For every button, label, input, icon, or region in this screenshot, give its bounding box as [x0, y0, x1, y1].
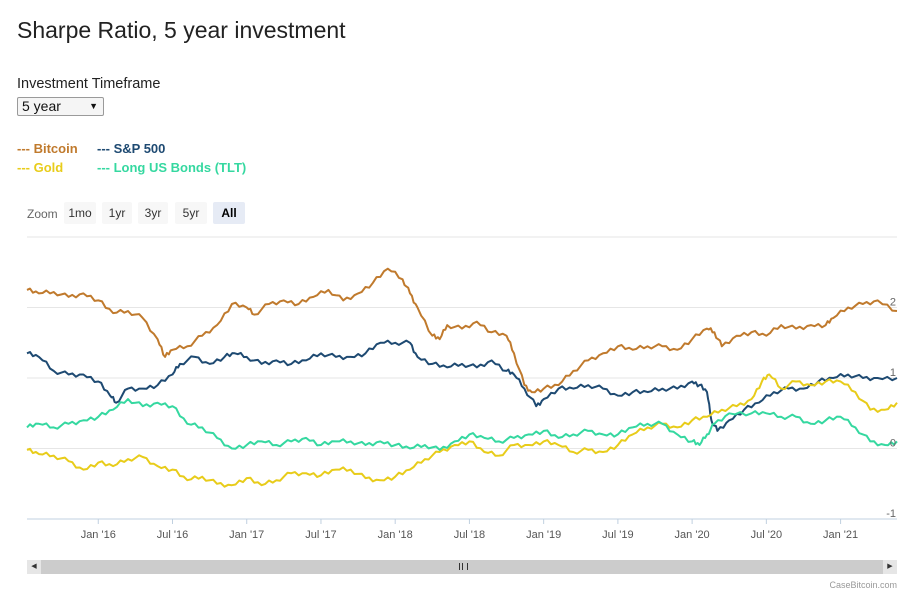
scroll-right-icon[interactable]: ▶ — [883, 560, 897, 574]
y-tick-label: 2 — [890, 297, 896, 309]
x-axis-ticks: Jan '16 Jul '16 Jan '17 Jul '17 Jan '18 Jul '… — [81, 519, 858, 541]
zoom-all-button[interactable]: All — [213, 202, 245, 224]
scrollbar-thumb[interactable] — [41, 560, 883, 574]
series-line-long-us-bonds-tlt- — [26, 398, 898, 451]
legend-gold: --- Gold — [17, 160, 64, 175]
zoom-3yr-button[interactable]: 3yr — [138, 202, 168, 224]
scroll-left-icon[interactable]: ◀ — [27, 560, 41, 574]
series-line-s-p-500 — [26, 339, 898, 432]
timeframe-label: Investment Timeframe — [17, 76, 161, 92]
zoom-5yr-button[interactable]: 5yr — [175, 202, 207, 224]
grid-lines — [27, 236, 897, 520]
x-tick-label: Jul '18 — [454, 529, 485, 541]
legend-sp500: --- S&P 500 — [97, 141, 166, 156]
x-tick-label: Jan '16 — [81, 529, 116, 541]
navigator-scrollbar[interactable]: ◀ ▶ — [27, 560, 897, 574]
zoom-1yr-button[interactable]: 1yr — [102, 202, 132, 224]
y-axis-ticks: -1 0 1 2 — [886, 297, 896, 521]
x-tick-label: Jan '17 — [229, 529, 264, 541]
dropdown-arrow-icon: ▼ — [89, 101, 98, 111]
x-tick-label: Jan '20 — [675, 529, 710, 541]
page-title: Sharpe Ratio, 5 year investment — [17, 17, 346, 43]
zoom-1mo-button[interactable]: 1mo — [64, 202, 96, 224]
x-tick-label: Jan '21 — [823, 529, 858, 541]
legend-bitcoin: --- Bitcoin — [17, 141, 78, 156]
x-tick-label: Jan '19 — [526, 529, 561, 541]
series-line-gold — [26, 373, 898, 488]
series-line-bitcoin — [26, 267, 898, 394]
x-tick-label: Jul '19 — [602, 529, 633, 541]
timeframe-select[interactable]: 5 year ▼ — [17, 97, 104, 116]
x-tick-label: Jul '20 — [751, 529, 782, 541]
y-tick-label: 1 — [890, 367, 896, 379]
y-tick-label: 0 — [890, 438, 896, 450]
series-lines — [26, 267, 898, 488]
x-tick-label: Jul '17 — [305, 529, 336, 541]
credit-text: CaseBitcoin.com — [829, 580, 897, 590]
x-tick-label: Jul '16 — [157, 529, 188, 541]
grip-icon — [459, 563, 468, 570]
x-tick-label: Jan '18 — [378, 529, 413, 541]
legend-bonds: --- Long US Bonds (TLT) — [97, 160, 247, 175]
timeframe-selected-value: 5 year — [22, 98, 61, 114]
y-tick-label: -1 — [886, 508, 896, 520]
zoom-label: Zoom — [27, 207, 58, 221]
